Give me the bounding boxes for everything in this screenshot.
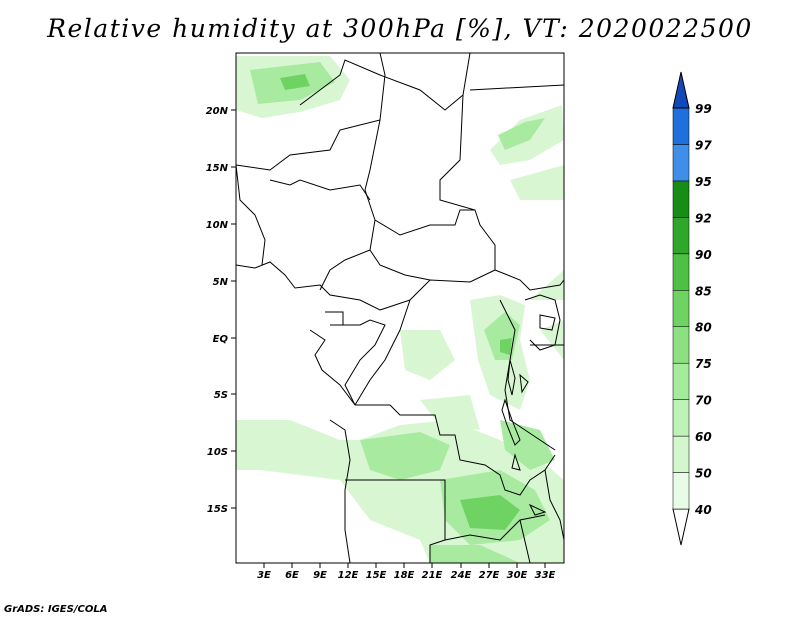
colorbar-band	[672, 326, 690, 364]
lat-tick-label: 20N	[206, 106, 229, 117]
humidity-field	[236, 56, 564, 563]
colorbar-band	[672, 180, 690, 218]
lat-tick-label: 15N	[206, 163, 229, 174]
colorbar-band	[672, 253, 690, 291]
lat-tick-label: EQ	[213, 334, 229, 345]
colorbar-band	[672, 472, 690, 510]
lon-tick-label: 6E	[285, 570, 299, 581]
lat-tick-label: 5N	[213, 277, 229, 288]
colorbar-level-label: 85	[695, 284, 712, 298]
lon-tick-label: 15E	[366, 570, 387, 581]
lat-tick-label: 10N	[206, 220, 229, 231]
lon-tick-label: 33E	[535, 570, 556, 581]
colorbar-band	[672, 144, 690, 182]
colorbar-level-label: 99	[695, 102, 712, 116]
lakes	[501, 314, 556, 516]
colorbar-level-label: 97	[695, 138, 712, 152]
colorbar-band	[672, 399, 690, 437]
colorbar-band	[672, 217, 690, 255]
colorbar-band	[672, 435, 690, 473]
lon-tick-label: 3E	[257, 570, 271, 581]
colorbar-band	[672, 362, 690, 400]
lat-tick-label: 5S	[214, 390, 228, 401]
country-borders	[236, 53, 564, 563]
colorbar-level-label: 92	[695, 211, 712, 225]
colorbar-low-arrow	[672, 508, 690, 546]
colorbar-level-label: 95	[695, 175, 712, 189]
lon-tick-label: 30E	[507, 570, 528, 581]
map-frame	[235, 52, 565, 564]
lon-tick-label: 12E	[338, 570, 359, 581]
colorbar-band	[672, 290, 690, 327]
colorbar-level-label: 75	[695, 357, 712, 371]
colorbar-level-label: 90	[695, 248, 712, 262]
colorbar-level-label: 80	[695, 321, 712, 335]
colorbar-level-label: 60	[695, 430, 712, 444]
lon-tick-label: 27E	[479, 570, 500, 581]
longitude-axis: 3E 6E 9E 12E 15E 18E 21E 24E 27E 30E 33E	[257, 563, 556, 581]
chart-title: Relative humidity at 300hPa [%], VT: 202…	[47, 14, 753, 43]
colorbar-level-label: 70	[695, 394, 712, 408]
colorbar-band	[672, 107, 690, 145]
colorbar: 40 50 60 70 75 80 85 90 92 95 97 99	[672, 71, 712, 546]
colorbar-level-label: 40	[694, 503, 712, 517]
latitude-axis: 20N 15N 10N 5N EQ 5S 10S 15S	[206, 106, 236, 515]
lon-tick-label: 24E	[451, 570, 472, 581]
lat-tick-label: 10S	[207, 447, 228, 458]
lon-tick-label: 18E	[394, 570, 415, 581]
lon-tick-label: 9E	[313, 570, 327, 581]
lon-tick-label: 21E	[422, 570, 443, 581]
colorbar-high-arrow	[672, 71, 690, 109]
grads-credit: GrADS: IGES/COLA	[4, 604, 108, 615]
lat-tick-label: 15S	[207, 504, 228, 515]
colorbar-level-label: 50	[695, 467, 712, 481]
